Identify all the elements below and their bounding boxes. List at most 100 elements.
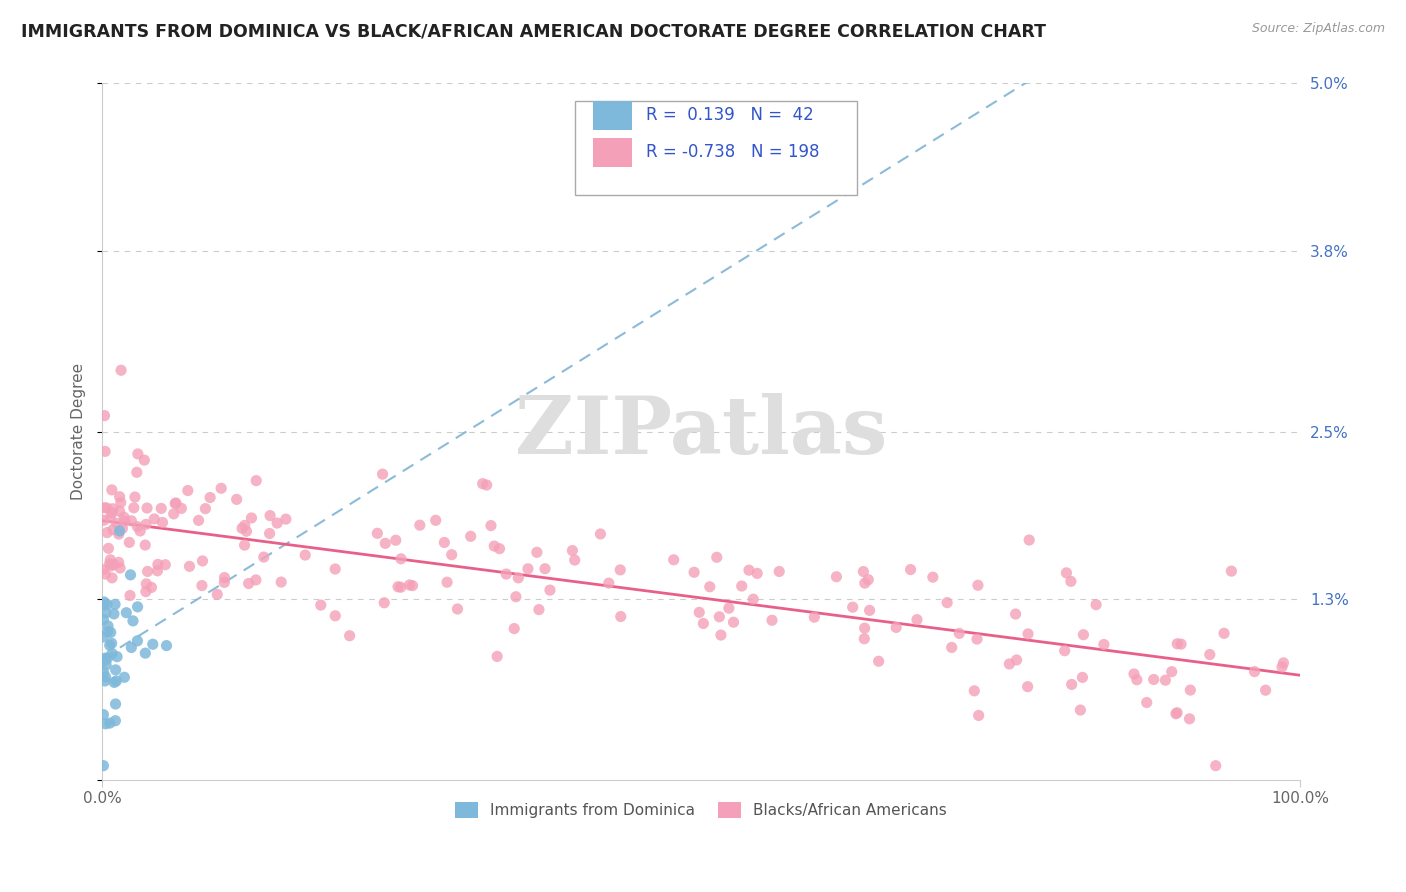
Point xyxy=(858,603,880,617)
Point xyxy=(170,501,193,516)
Point xyxy=(134,646,156,660)
Point xyxy=(245,474,267,488)
Point xyxy=(96,525,118,540)
Point xyxy=(127,519,149,533)
Point xyxy=(93,613,115,627)
Point xyxy=(1166,706,1188,720)
Point xyxy=(112,670,135,684)
Point xyxy=(259,526,281,541)
Point xyxy=(165,496,187,510)
Point xyxy=(101,501,124,516)
Point xyxy=(120,514,142,528)
Point xyxy=(270,575,292,590)
Point xyxy=(963,683,986,698)
Point xyxy=(387,580,409,594)
Point xyxy=(125,465,148,479)
Point xyxy=(143,512,166,526)
Point xyxy=(488,541,510,556)
Point xyxy=(101,647,124,661)
Point xyxy=(1160,665,1182,679)
Text: ZIPatlas: ZIPatlas xyxy=(515,392,887,470)
Point xyxy=(401,579,423,593)
Point xyxy=(136,565,159,579)
Point xyxy=(436,575,458,590)
Point xyxy=(104,598,127,612)
Point xyxy=(107,527,129,541)
Point xyxy=(94,606,117,620)
Point xyxy=(240,511,263,525)
Point xyxy=(589,527,612,541)
Point xyxy=(534,562,557,576)
Point xyxy=(323,608,346,623)
Point xyxy=(141,580,163,594)
Point xyxy=(884,620,907,634)
Point xyxy=(768,565,790,579)
Point xyxy=(858,573,880,587)
Point xyxy=(1272,656,1295,670)
Point xyxy=(527,602,550,616)
Point xyxy=(1054,566,1077,580)
Point xyxy=(738,563,761,577)
Point xyxy=(1143,673,1166,687)
Point xyxy=(731,579,754,593)
Point xyxy=(97,541,120,556)
Point xyxy=(98,553,121,567)
Point xyxy=(1017,627,1039,641)
Point xyxy=(93,595,115,609)
Point xyxy=(967,578,990,592)
Point xyxy=(104,697,127,711)
Bar xyxy=(593,137,631,167)
Point xyxy=(253,550,276,565)
Point xyxy=(94,673,117,688)
Point xyxy=(96,500,118,515)
Point xyxy=(564,553,586,567)
Point xyxy=(94,567,117,582)
Point xyxy=(389,580,412,594)
Point xyxy=(446,602,468,616)
Text: IMMIGRANTS FROM DOMINICA VS BLACK/AFRICAN AMERICAN DOCTORATE DEGREE CORRELATION : IMMIGRANTS FROM DOMINICA VS BLACK/AFRICA… xyxy=(21,22,1046,40)
Point xyxy=(409,518,432,533)
Point xyxy=(479,518,502,533)
Point xyxy=(94,670,117,684)
Point xyxy=(323,562,346,576)
Bar xyxy=(593,101,631,130)
Point xyxy=(1254,683,1277,698)
Point xyxy=(146,558,169,572)
Point xyxy=(238,576,260,591)
Point xyxy=(373,596,395,610)
Point xyxy=(142,637,165,651)
Point xyxy=(503,622,526,636)
Point xyxy=(97,624,120,639)
Point xyxy=(384,533,406,548)
Point xyxy=(209,481,232,495)
Point xyxy=(699,580,721,594)
Point xyxy=(101,506,124,520)
Point xyxy=(124,490,146,504)
Point xyxy=(371,467,394,482)
Point xyxy=(104,714,127,728)
Point xyxy=(1271,660,1294,674)
Point xyxy=(207,587,229,601)
Point xyxy=(198,491,221,505)
Point xyxy=(486,649,509,664)
Point xyxy=(1053,644,1076,658)
Point xyxy=(96,598,118,612)
Point xyxy=(155,558,177,572)
Point xyxy=(115,606,138,620)
Point xyxy=(108,524,131,538)
Point xyxy=(103,675,125,690)
Point xyxy=(1126,673,1149,687)
Point xyxy=(163,507,186,521)
Point xyxy=(104,663,127,677)
Point xyxy=(966,632,988,646)
Point xyxy=(110,363,132,377)
Text: R = -0.738   N = 198: R = -0.738 N = 198 xyxy=(647,144,820,161)
Point xyxy=(1243,665,1265,679)
Point xyxy=(93,513,115,527)
Point xyxy=(905,613,928,627)
Point xyxy=(1164,706,1187,721)
Point xyxy=(598,576,620,591)
Point xyxy=(853,621,876,635)
Point xyxy=(93,665,115,679)
Point xyxy=(717,601,740,615)
